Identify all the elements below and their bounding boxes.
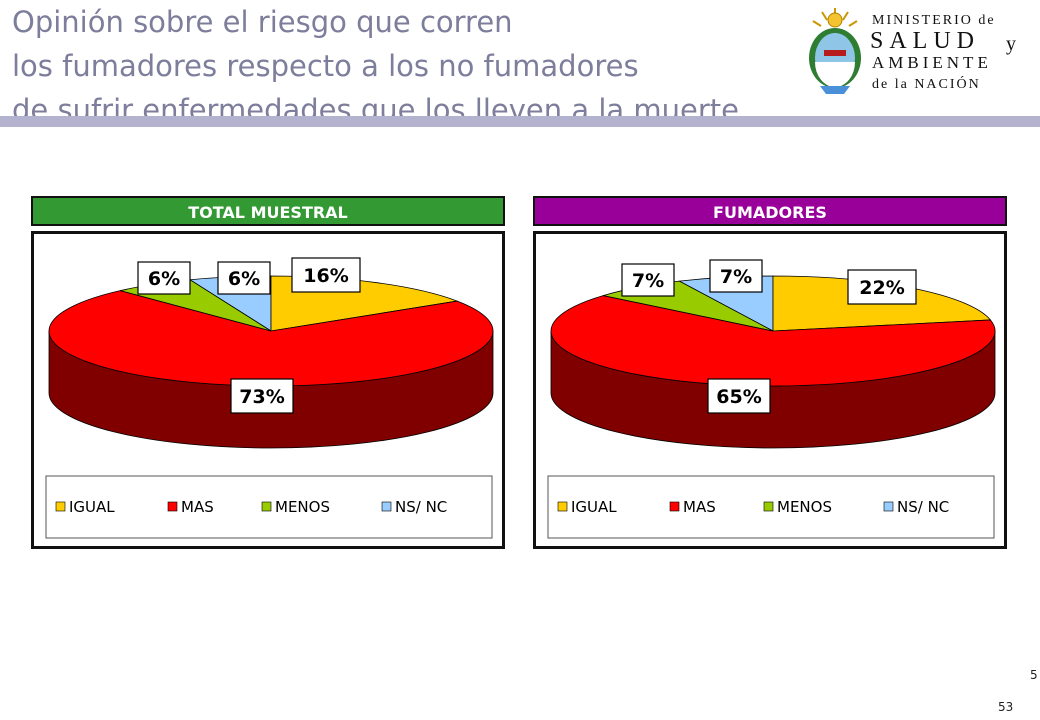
data-label-mas: 73% <box>230 378 294 414</box>
ministry-line-4: de la NACIÓN <box>872 75 981 92</box>
legend-item-ns-nc: NS/ NC <box>381 498 447 516</box>
legend-item-menos: MENOS <box>763 498 832 516</box>
ministry-logo: MINISTERIO de SALUD y AMBIENTE de la NAC… <box>800 4 1036 100</box>
data-label-menos: 7% <box>621 263 675 297</box>
data-label-igual: 22% <box>847 269 917 305</box>
legend-item-igual: IGUAL <box>557 498 617 516</box>
title-line-1: Opinión sobre el riesgo que corren <box>12 5 513 39</box>
svg-text:MAS: MAS <box>181 498 214 516</box>
page-number-secondary: 53 <box>998 700 1014 714</box>
svg-text:73%: 73% <box>239 386 284 408</box>
slide-title: Opinión sobre el riesgo que corren los f… <box>12 0 892 118</box>
pie-chart-total-muestral: 16% 73% 6% 6% IGUAL MAS MENOS NS/ NC <box>31 231 505 549</box>
data-label-menos: 6% <box>137 261 191 295</box>
title-line-3: de sufrir enfermedades que los lleven a … <box>12 93 739 118</box>
title-underline <box>0 116 1040 127</box>
data-label-igual: 16% <box>291 257 361 293</box>
legend-item-mas: MAS <box>669 498 716 516</box>
svg-text:6%: 6% <box>228 268 260 290</box>
ministry-line-2: SALUD <box>870 28 980 54</box>
svg-text:MAS: MAS <box>683 498 716 516</box>
pie-chart-total-muestral-svg: 16% 73% 6% 6% IGUAL MAS MENOS NS/ NC <box>45 257 494 539</box>
panel-title-fumadores: FUMADORES <box>533 196 1007 226</box>
chart-legend: IGUAL MAS MENOS NS/ NC <box>547 475 995 539</box>
svg-text:MENOS: MENOS <box>777 498 832 516</box>
ministry-line-2b: y <box>1006 33 1016 55</box>
svg-text:7%: 7% <box>720 266 752 288</box>
svg-text:16%: 16% <box>303 265 348 287</box>
svg-text:NS/ NC: NS/ NC <box>395 498 447 516</box>
data-label-mas: 65% <box>707 378 771 414</box>
svg-text:IGUAL: IGUAL <box>571 498 617 516</box>
argentina-coat-of-arms-icon <box>809 8 861 94</box>
ministry-line-3: AMBIENTE <box>872 53 992 72</box>
data-label-ns-nc: 7% <box>709 259 763 293</box>
svg-text:IGUAL: IGUAL <box>69 498 115 516</box>
legend-item-menos: MENOS <box>261 498 330 516</box>
title-line-2: los fumadores respecto a los no fumadore… <box>12 49 639 83</box>
legend-item-ns-nc: NS/ NC <box>883 498 949 516</box>
pie-chart-fumadores-svg: 22% 65% 7% 7% IGUAL MAS MENOS NS/ NC <box>547 259 996 539</box>
svg-text:6%: 6% <box>148 268 180 290</box>
svg-text:MENOS: MENOS <box>275 498 330 516</box>
ministry-logo-graphic: MINISTERIO de SALUD y AMBIENTE de la NAC… <box>809 8 1016 94</box>
svg-text:NS/ NC: NS/ NC <box>897 498 949 516</box>
page-number-primary: 5 <box>1030 668 1038 682</box>
legend-item-igual: IGUAL <box>55 498 115 516</box>
data-label-ns-nc: 6% <box>217 261 271 295</box>
panel-title-total-muestral: TOTAL MUESTRAL <box>31 196 505 226</box>
ministry-line-1: MINISTERIO de <box>872 13 996 28</box>
svg-text:65%: 65% <box>716 386 761 408</box>
chart-legend: IGUAL MAS MENOS NS/ NC <box>45 475 493 539</box>
svg-text:22%: 22% <box>859 277 904 299</box>
legend-item-mas: MAS <box>167 498 214 516</box>
pie-chart-fumadores: 22% 65% 7% 7% IGUAL MAS MENOS NS/ NC <box>533 231 1007 549</box>
svg-text:7%: 7% <box>632 270 664 292</box>
